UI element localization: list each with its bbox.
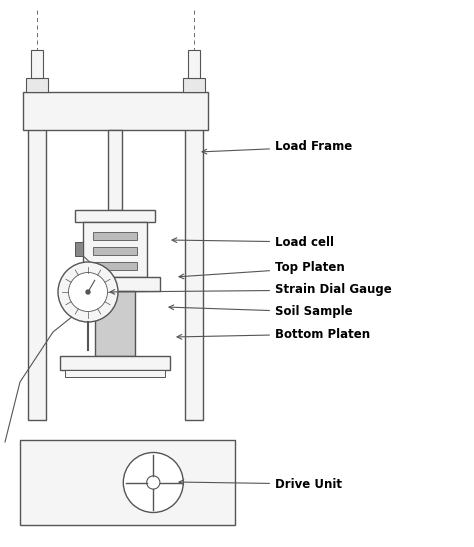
Text: Drive Unit: Drive Unit xyxy=(179,478,342,491)
Circle shape xyxy=(86,290,90,294)
Text: Bottom Platen: Bottom Platen xyxy=(177,328,370,340)
Bar xyxy=(20,440,235,525)
Bar xyxy=(31,50,43,78)
Circle shape xyxy=(69,272,108,311)
Bar xyxy=(185,92,203,420)
Bar xyxy=(93,247,137,255)
Bar xyxy=(61,356,171,370)
Bar xyxy=(75,242,83,256)
Bar xyxy=(83,222,147,277)
Text: Load Frame: Load Frame xyxy=(202,141,352,154)
Bar xyxy=(93,262,137,270)
Bar xyxy=(26,78,48,92)
Bar xyxy=(28,92,46,420)
Text: Strain Dial Gauge: Strain Dial Gauge xyxy=(110,283,392,296)
Bar xyxy=(109,130,122,210)
Bar xyxy=(65,370,165,377)
Bar xyxy=(23,92,208,130)
Text: Soil Sample: Soil Sample xyxy=(169,305,353,318)
Bar xyxy=(183,78,205,92)
Bar xyxy=(188,50,200,78)
Text: Top Platen: Top Platen xyxy=(179,261,345,279)
Bar xyxy=(71,277,161,291)
Circle shape xyxy=(146,476,160,489)
Circle shape xyxy=(123,452,183,513)
Text: Load cell: Load cell xyxy=(172,236,334,248)
Bar xyxy=(95,291,136,356)
Bar xyxy=(93,232,137,240)
Circle shape xyxy=(58,262,118,322)
Bar xyxy=(75,210,155,222)
